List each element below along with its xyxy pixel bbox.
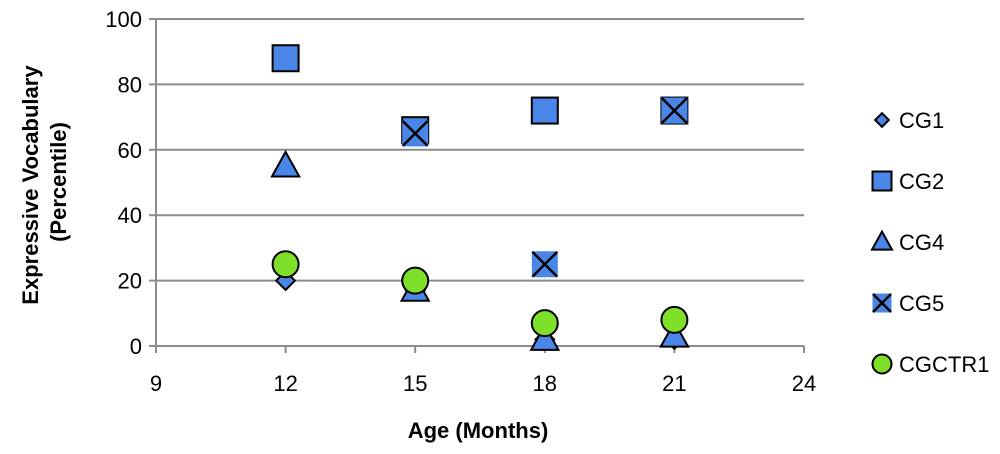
legend-item-cg2: CG2 <box>871 169 944 194</box>
legend-label-cg2: CG2 <box>899 169 944 194</box>
legend: CG1 CG2 CG4 CG5 CGCTR1 <box>870 108 989 377</box>
legend-marker-cg4 <box>870 229 894 251</box>
legend-item-cgctr1: CGCTR1 <box>871 352 989 377</box>
point-cg5-1 <box>531 251 559 278</box>
legend-label-cgctr1: CGCTR1 <box>899 352 989 377</box>
series-cg5 <box>401 97 688 278</box>
series-cg2 <box>271 44 689 145</box>
legend-marker-cg5-stroke-b <box>872 293 892 313</box>
point-cgctr1-0 <box>271 250 300 279</box>
point-cgctr1-3 <box>660 305 689 334</box>
y-axis-title-line-2: (Percentile) <box>46 122 71 242</box>
point-cg4-3 <box>659 319 690 348</box>
x-tick-label-15: 15 <box>403 371 427 396</box>
legend-marker-cgctr1 <box>871 353 893 375</box>
legend-marker-cg1 <box>873 111 891 129</box>
legend-marker-cg2 <box>871 170 893 192</box>
series-cgctr1 <box>271 250 689 338</box>
y-axis-title-line-1: Expressive Vocabulary <box>18 65 43 305</box>
point-cgctr1-2 <box>530 309 559 338</box>
legend-marker-cg5 <box>872 293 892 313</box>
series-cg1 <box>274 269 686 351</box>
point-cg4-2 <box>529 323 561 351</box>
tick-labels: 0 20 40 60 80 100 9 12 15 18 21 24 <box>105 7 816 396</box>
y-tick-label-20: 20 <box>118 269 142 294</box>
point-cg5-0-stroke-b <box>401 120 429 147</box>
x-tick-label-24: 24 <box>792 371 816 396</box>
series-cg4 <box>270 149 690 351</box>
point-cg5-1-stroke-b <box>531 251 559 278</box>
point-cg2-0 <box>271 44 300 73</box>
point-cg1-0 <box>274 269 297 292</box>
y-tick-label-0: 0 <box>130 334 142 359</box>
point-cg5-2 <box>661 97 688 124</box>
x-axis-title: Age (Months) <box>408 418 549 443</box>
legend-label-cg4: CG4 <box>899 230 944 255</box>
y-tick-label-60: 60 <box>118 138 142 163</box>
x-tick-label-12: 12 <box>273 371 297 396</box>
data-points <box>270 44 690 351</box>
y-tick-label-100: 100 <box>105 7 142 32</box>
x-tick-label-9: 9 <box>150 371 162 396</box>
legend-label-cg1: CG1 <box>899 108 944 133</box>
legend-item-cg5: CG5 <box>872 291 944 316</box>
axes <box>149 18 805 353</box>
point-cgctr1-1 <box>401 266 430 295</box>
y-axis-title: Expressive Vocabulary (Percentile) <box>18 59 71 304</box>
point-cg5-2-stroke-b <box>661 97 688 124</box>
x-tick-label-21: 21 <box>662 371 686 396</box>
legend-label-cg5: CG5 <box>899 291 944 316</box>
gridlines <box>156 18 804 282</box>
x-tick-label-18: 18 <box>533 371 557 396</box>
y-tick-label-80: 80 <box>118 72 142 97</box>
legend-item-cg4: CG4 <box>870 229 944 255</box>
legend-item-cg1: CG1 <box>873 108 944 133</box>
y-tick-label-40: 40 <box>118 203 142 228</box>
point-cg2-2 <box>530 96 559 125</box>
point-cg4-0 <box>270 149 301 178</box>
point-cg5-0 <box>401 120 429 147</box>
